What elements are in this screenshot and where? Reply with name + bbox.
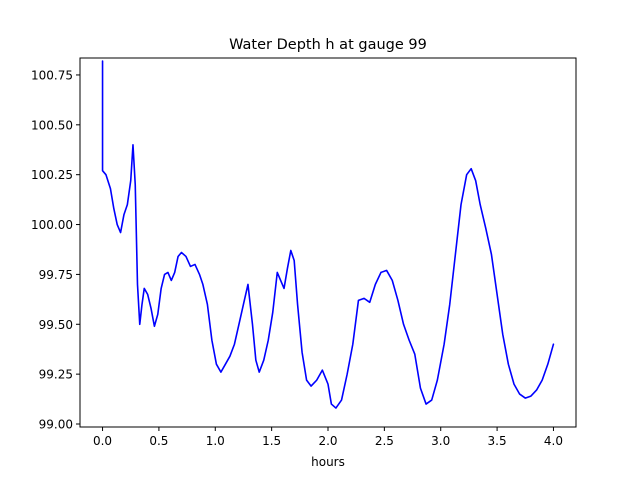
y-tick-label: 99.75 [39, 268, 73, 282]
x-axis-label: hours [311, 455, 345, 469]
x-tick-label: 4.0 [544, 434, 563, 448]
y-tick-label: 99.50 [39, 318, 73, 332]
y-tick-label: 99.25 [39, 368, 73, 382]
x-tick-label: 2.0 [318, 434, 337, 448]
y-tick-label: 100.50 [31, 118, 73, 132]
x-tick-label: 1.5 [262, 434, 281, 448]
y-tick-label: 100.75 [31, 68, 73, 82]
x-tick-label: 0.0 [93, 434, 112, 448]
x-tick-label: 3.0 [431, 434, 450, 448]
series-line-0 [101, 60, 555, 409]
x-tick-label: 2.5 [375, 434, 394, 448]
plot-frame [79, 57, 577, 428]
y-tick-label: 99.00 [39, 418, 73, 432]
x-tick-label: 1.0 [206, 434, 225, 448]
y-tick-label: 100.25 [31, 168, 73, 182]
y-tick-label: 100.00 [31, 218, 73, 232]
chart-title: Water Depth h at gauge 99 [229, 37, 427, 53]
x-tick-label: 3.5 [488, 434, 507, 448]
plot-area: 0.0 0.5 1.0 1.5 2.0 2.5 3.0 3.5 4.0 99.00 99.25 99.… [31, 57, 577, 448]
x-tick-label: 0.5 [149, 434, 168, 448]
